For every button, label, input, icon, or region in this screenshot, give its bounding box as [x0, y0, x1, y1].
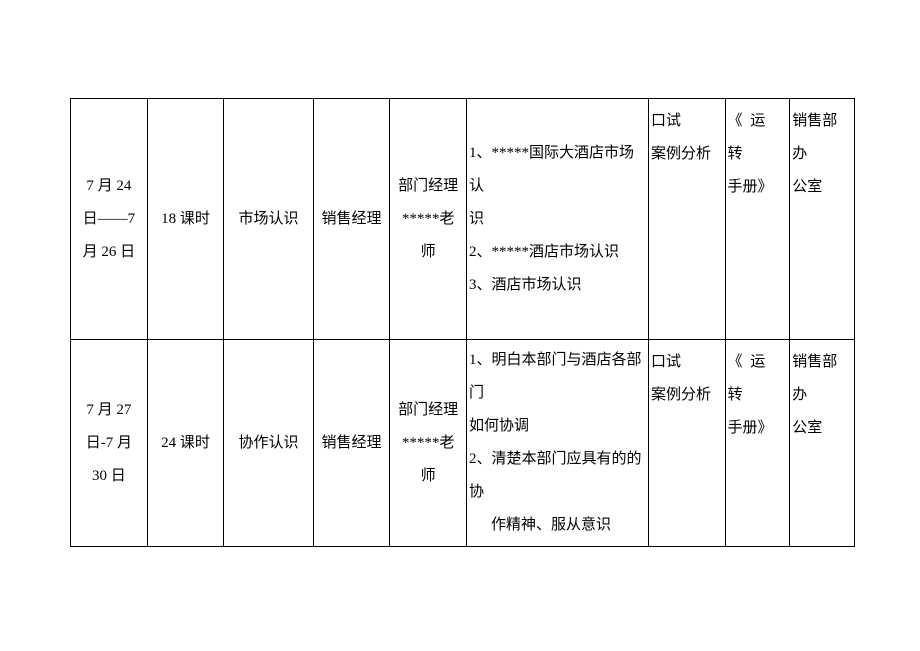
cell-exam: 口试 案例分析 [648, 99, 725, 340]
exam-text: 案例分析 [651, 138, 723, 171]
content-text: 3、酒店市场认识 [467, 269, 646, 302]
material-text: 手册》 [728, 412, 788, 445]
material-text: 手册》 [728, 171, 788, 204]
cell-role: 销售经理 [313, 99, 390, 340]
teacher-text: 部门经理 [392, 394, 464, 427]
cell-material: 《 运 转 手册》 [725, 99, 790, 340]
exam-text: 案例分析 [651, 379, 723, 412]
teacher-text: *****老 [392, 203, 464, 236]
content-text: 2、清楚本部门应具有的的协 [467, 443, 646, 509]
material-text: 《 运 转 [728, 346, 788, 412]
teacher-text: 师 [392, 460, 464, 493]
place-text: 公室 [792, 412, 852, 445]
content-text: 如何协调 [467, 410, 646, 443]
cell-hours: 18 课时 [147, 99, 224, 340]
date-text: 30 日 [73, 460, 145, 493]
content-text: 2、*****酒店市场认识 [467, 236, 646, 269]
table-row: 7 月 27 日-7 月 30 日 24 课时 协作认识 销售经理 部门经理 *… [71, 340, 855, 547]
content-text: 1、*****国际大酒店市场认 [467, 137, 646, 203]
cell-place: 销售部办 公室 [790, 340, 855, 547]
cell-content: 1、明白本部门与酒店各部门 如何协调 2、清楚本部门应具有的的协 作精神、服从意… [466, 340, 648, 547]
content-text: 作精神、服从意识 [467, 509, 646, 542]
cell-date: 7 月 27 日-7 月 30 日 [71, 340, 148, 547]
date-text: 日-7 月 [73, 427, 145, 460]
date-text: 日——7 [73, 203, 145, 236]
table-row: 7 月 24 日——7 月 26 日 18 课时 市场认识 销售经理 部门经理 … [71, 99, 855, 340]
place-text: 销售部办 [792, 346, 852, 412]
place-text: 公室 [792, 171, 852, 204]
cell-teacher: 部门经理 *****老 师 [390, 99, 467, 340]
cell-teacher: 部门经理 *****老 师 [390, 340, 467, 547]
cell-date: 7 月 24 日——7 月 26 日 [71, 99, 148, 340]
exam-text: 口试 [651, 105, 723, 138]
teacher-text: *****老 [392, 427, 464, 460]
material-text: 《 运 转 [728, 105, 788, 171]
cell-hours: 24 课时 [147, 340, 224, 547]
date-text: 月 26 日 [73, 236, 145, 269]
cell-role: 销售经理 [313, 340, 390, 547]
date-text: 7 月 24 [73, 170, 145, 203]
teacher-text: 部门经理 [392, 170, 464, 203]
place-text: 销售部办 [792, 105, 852, 171]
cell-content: 1、*****国际大酒店市场认 识 2、*****酒店市场认识 3、酒店市场认识 [466, 99, 648, 340]
cell-material: 《 运 转 手册》 [725, 340, 790, 547]
cell-exam: 口试 案例分析 [648, 340, 725, 547]
exam-text: 口试 [651, 346, 723, 379]
cell-topic: 协作认识 [224, 340, 313, 547]
date-text: 7 月 27 [73, 394, 145, 427]
training-schedule-table: 7 月 24 日——7 月 26 日 18 课时 市场认识 销售经理 部门经理 … [70, 98, 855, 547]
cell-place: 销售部办 公室 [790, 99, 855, 340]
teacher-text: 师 [392, 236, 464, 269]
content-text: 识 [467, 203, 646, 236]
cell-topic: 市场认识 [224, 99, 313, 340]
content-text: 1、明白本部门与酒店各部门 [467, 344, 646, 410]
